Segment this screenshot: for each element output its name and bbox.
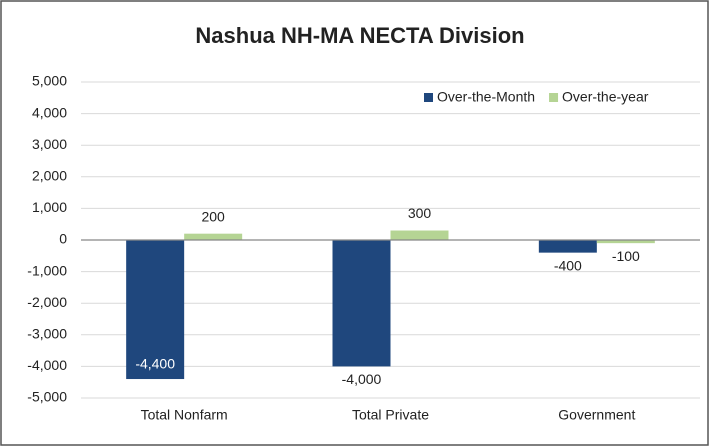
data-label: 200: [201, 208, 225, 224]
legend-label: Over-the-year: [562, 89, 649, 105]
y-tick-label: 3,000: [32, 136, 67, 152]
y-tick-label: 5,000: [32, 73, 67, 89]
y-tick-label: -2,000: [27, 294, 67, 310]
y-tick-label: -3,000: [27, 326, 67, 342]
data-label: -4,000: [342, 371, 382, 387]
data-label: -400: [554, 257, 582, 273]
data-label: -4,400: [135, 356, 175, 372]
bar: [126, 240, 185, 380]
legend-label: Over-the-Month: [437, 89, 535, 105]
data-label: -100: [612, 248, 640, 264]
bar: [538, 240, 597, 253]
y-tick-label: 1,000: [32, 199, 67, 215]
legend-swatch: [549, 93, 559, 102]
bar: [332, 240, 391, 367]
y-tick-label: -4,000: [27, 357, 67, 373]
bar: [390, 230, 449, 240]
x-tick-label: Total Nonfarm: [141, 407, 228, 423]
data-label: 300: [408, 205, 432, 221]
y-tick-label: -5,000: [27, 389, 67, 405]
y-tick-label: 4,000: [32, 104, 67, 120]
y-tick-label: 2,000: [32, 168, 67, 184]
bar: [596, 240, 655, 244]
legend-swatch: [424, 93, 433, 102]
y-tick-label: -1,000: [27, 262, 67, 278]
chart-title: Nashua NH-MA NECTA Division: [195, 23, 524, 48]
y-tick-label: 0: [59, 231, 67, 247]
x-tick-label: Total Private: [352, 407, 429, 423]
bar: [184, 233, 243, 240]
x-tick-label: Government: [558, 407, 635, 423]
